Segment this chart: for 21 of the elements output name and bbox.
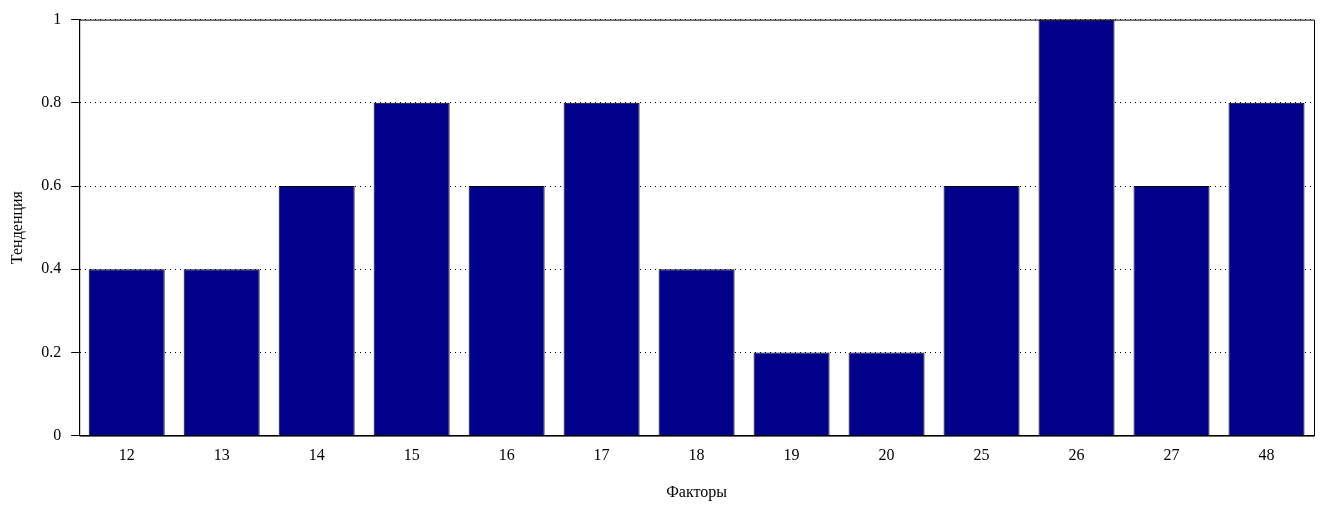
x-axis-title: Факторы	[666, 482, 728, 501]
y-tick-label: 1	[53, 9, 62, 27]
y-tick-label: 0.2	[41, 342, 62, 360]
y-tick-label: 0.6	[41, 176, 62, 194]
x-tick-label: 13	[213, 446, 230, 464]
x-tick-label: 14	[308, 446, 325, 464]
x-tick-label: 48	[1258, 446, 1275, 464]
x-tick-label: 25	[973, 446, 990, 464]
y-tick-label: 0.4	[41, 259, 62, 277]
x-tick-label: 26	[1068, 446, 1085, 464]
x-tick-label: 19	[783, 446, 800, 464]
x-tick-label: 12	[118, 446, 135, 464]
x-tick-label: 15	[403, 446, 420, 464]
x-tick-label: 27	[1163, 446, 1180, 464]
x-tick-label: 16	[498, 446, 515, 464]
y-tick-label: 0.8	[41, 93, 62, 110]
y-axis-title: Тенденция	[7, 190, 26, 265]
x-tick-label: 18	[688, 446, 705, 464]
y-tick-label: 0	[53, 425, 62, 443]
x-tick-label: 17	[593, 446, 610, 464]
x-tick-label: 20	[878, 446, 895, 464]
